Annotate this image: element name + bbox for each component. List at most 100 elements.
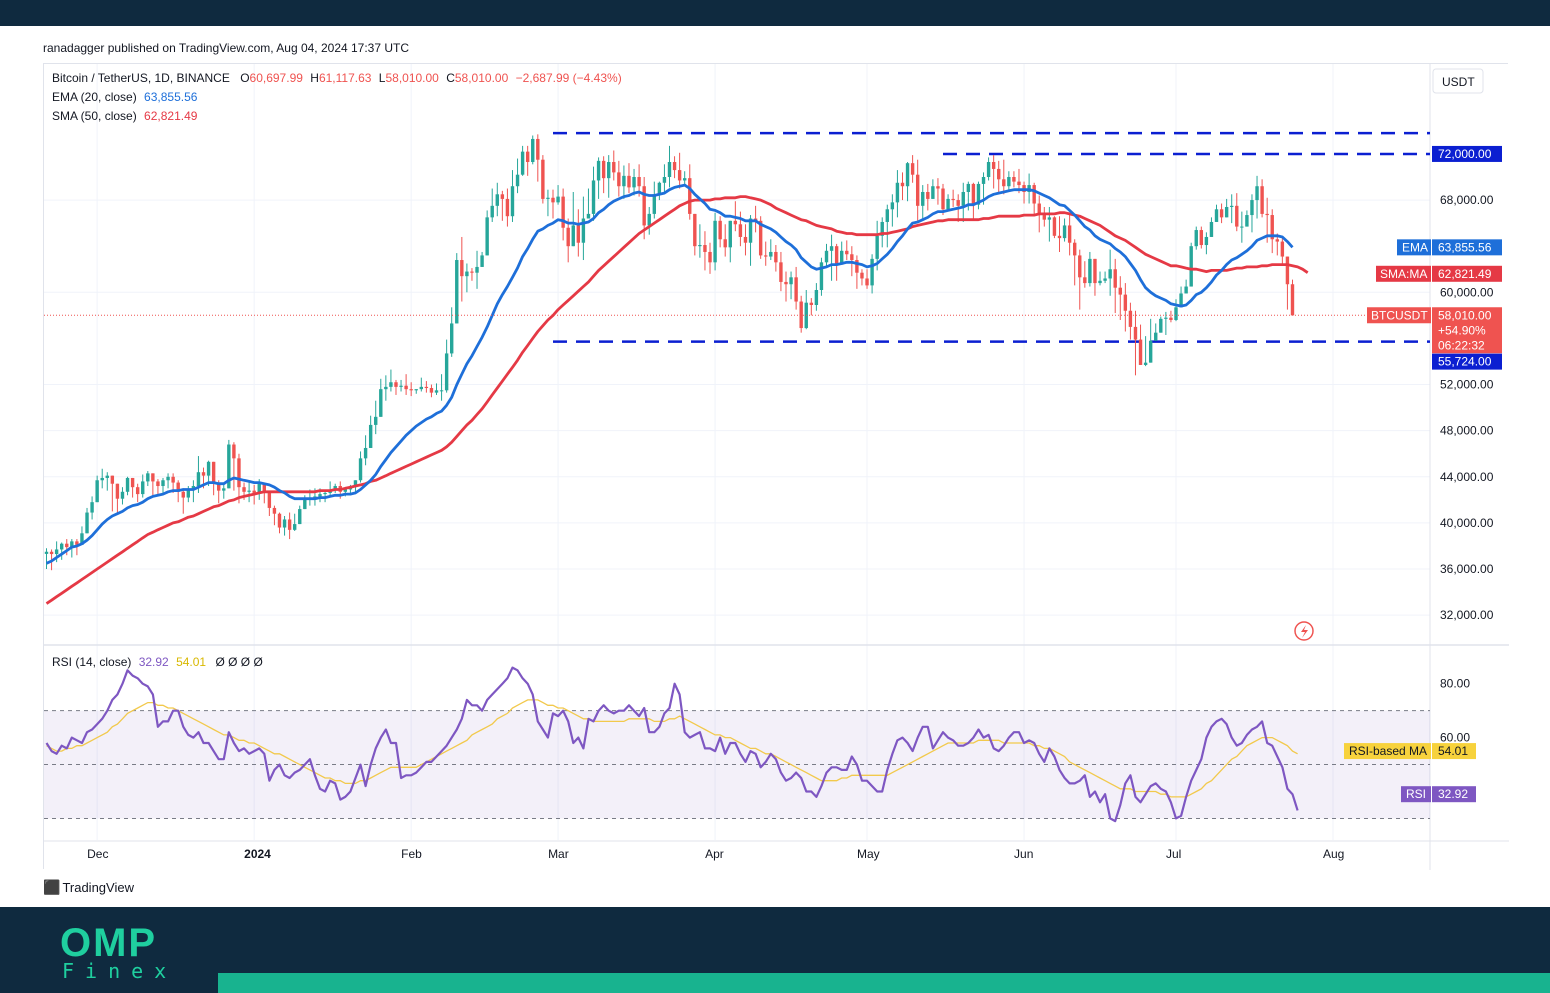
candle-up <box>70 541 74 548</box>
candle-down <box>176 482 180 492</box>
candle-up <box>1230 205 1234 207</box>
candle-down <box>460 260 464 277</box>
candle-up <box>840 250 844 265</box>
candle-up <box>931 186 935 199</box>
candle-down <box>703 245 707 252</box>
candle-down <box>774 251 778 263</box>
legend-symbol: Bitcoin / TetherUS, 1D, BINANCE <box>52 71 230 85</box>
candle-down <box>65 543 69 548</box>
candle-down <box>855 260 859 273</box>
rsi-value-tag-box <box>1432 786 1476 803</box>
candle-up <box>384 386 388 390</box>
rsi-value-tag: 32.92 <box>1438 787 1468 801</box>
rsi-ma-name-tag-box <box>1344 743 1431 760</box>
price-tick-label: 40,000.00 <box>1440 516 1494 530</box>
candle-up <box>890 202 895 210</box>
candle-up <box>125 477 130 492</box>
candle-up <box>667 162 672 178</box>
candle-up <box>90 502 94 513</box>
candle-up <box>581 218 586 243</box>
candle-down <box>1219 209 1224 218</box>
candle-down <box>764 255 768 257</box>
candle-up <box>652 194 656 214</box>
candle-down <box>865 278 869 286</box>
candle-down <box>566 227 570 247</box>
ema-value-tag-box <box>1432 239 1502 256</box>
candle-up <box>358 458 363 481</box>
price-chart-svg[interactable]: 32,000.00 36,000.00 40,000.00 44,000.00 48,0… <box>44 64 1509 870</box>
candle-down <box>541 159 545 199</box>
level-tag-72000-text: 72,000.00 <box>1438 147 1492 161</box>
candle-up <box>946 198 950 210</box>
chart-frame[interactable]: 32,000.00 36,000.00 40,000.00 44,000.00 48,0… <box>43 63 1509 870</box>
candle-up <box>1164 317 1168 319</box>
candle-down <box>1235 205 1239 227</box>
candle-up <box>1224 206 1229 218</box>
candle-down <box>525 151 530 163</box>
candle-down <box>171 476 175 483</box>
time-tick-label: Apr <box>705 847 724 861</box>
candle-up <box>247 490 251 492</box>
rsi-tick-label: 80.00 <box>1440 677 1470 691</box>
candle-up <box>59 543 64 550</box>
candle-down <box>211 461 216 484</box>
candle-down <box>601 160 606 179</box>
candle-up <box>632 177 636 188</box>
candle-down <box>915 174 920 206</box>
time-tick-label: May <box>857 847 880 861</box>
candle-up <box>510 186 515 217</box>
time-tick-label: Aug <box>1323 847 1344 861</box>
candle-down <box>900 182 905 187</box>
candle-up <box>520 151 525 175</box>
candle-down <box>733 220 738 225</box>
ema-name-tag: EMA <box>1402 240 1428 254</box>
candle-up <box>54 549 59 555</box>
candle-up <box>1179 293 1183 308</box>
sma-50-line <box>45 195 1309 605</box>
candle-down <box>536 138 540 160</box>
event-lightning-bolt <box>1301 625 1308 638</box>
candle-up <box>414 389 418 391</box>
candle-up <box>206 461 211 476</box>
legend-high: 61,117.63 <box>318 71 372 85</box>
candle-down <box>1072 242 1077 256</box>
candle-down <box>1037 203 1041 216</box>
candle-up <box>196 472 201 487</box>
candle-up <box>596 160 601 181</box>
legend-change: −2,687.99 (−4.43%) <box>515 71 622 85</box>
candle-up <box>905 163 910 187</box>
candle-up <box>298 509 302 525</box>
candle-up <box>374 416 378 425</box>
candle-up <box>1108 269 1112 279</box>
candle-down <box>217 483 221 491</box>
candle-up <box>976 183 981 205</box>
candle-down <box>272 507 277 514</box>
candle-down <box>693 213 697 247</box>
candle-up <box>966 183 971 192</box>
candle-up <box>819 262 824 291</box>
candle-down <box>997 168 1001 180</box>
legend-rsi: RSI (14, close) 32.92 54.01 Ø Ø Ø Ø <box>52 655 263 669</box>
candle-up <box>465 271 469 277</box>
time-tick-label: Dec <box>87 847 108 861</box>
candle-up <box>1240 226 1244 228</box>
candle-up <box>981 177 986 184</box>
candle-down <box>991 162 996 169</box>
candle-up <box>769 251 773 257</box>
candle-up <box>186 489 191 498</box>
candle-up <box>455 260 459 324</box>
candle-down <box>1032 185 1036 204</box>
candle-up <box>191 486 196 490</box>
candle-down <box>181 491 185 498</box>
tradingview-logo[interactable]: ⬛ TradingView <box>43 879 134 896</box>
legend-rsi-value: 32.92 <box>138 655 169 669</box>
candle-up <box>1062 225 1067 239</box>
price-tick-label: 52,000.00 <box>1440 378 1494 392</box>
candle-up <box>1250 200 1254 216</box>
candle-down <box>758 220 763 256</box>
candle-down <box>576 225 581 243</box>
candle-up <box>161 480 165 487</box>
sma-value-tag: 62,821.49 <box>1438 267 1492 281</box>
candle-up <box>227 444 231 489</box>
candle-down <box>1133 326 1138 340</box>
